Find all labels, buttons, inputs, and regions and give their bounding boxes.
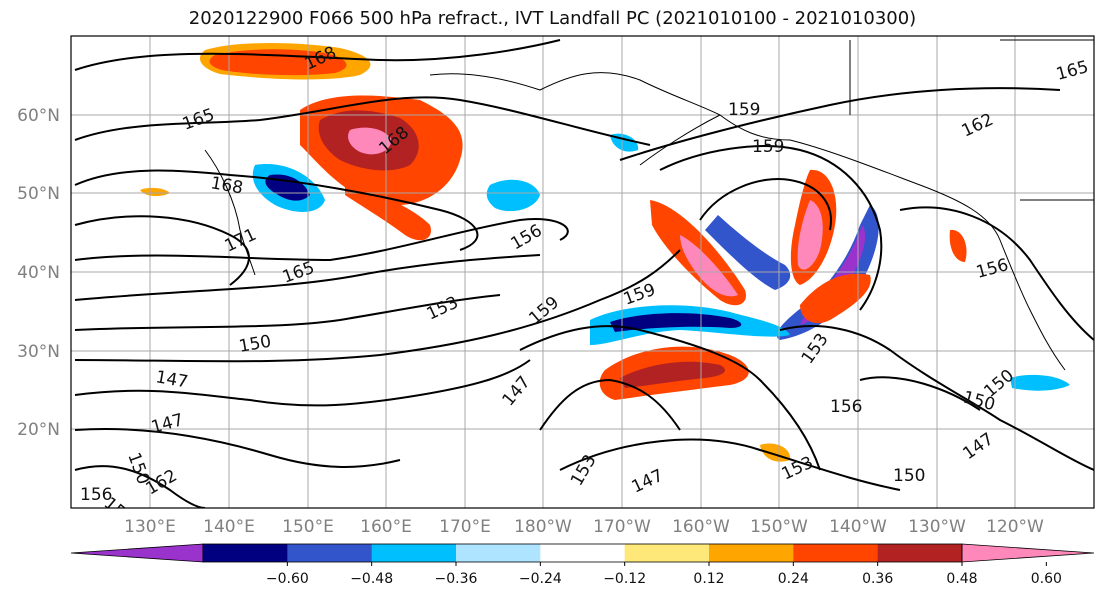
- contour-label: 159: [752, 137, 784, 157]
- lat-label-40n: 40°N: [17, 263, 60, 283]
- colorbar-tick-label: 0.24: [778, 571, 809, 587]
- lat-label-50n: 50°N: [17, 184, 60, 204]
- positive-anomaly-trade-east: [800, 273, 871, 324]
- colorbar-tick-label: 0.60: [1031, 571, 1062, 587]
- negative-anomaly-gulf-ring: [705, 215, 791, 290]
- colorbar-tick-label: 0.36: [862, 571, 893, 587]
- contour-label: 156: [508, 221, 546, 255]
- colorbar-frame: [202, 543, 963, 563]
- map-title: 2020122900 F066 500 hPa refract., IVT La…: [188, 8, 917, 29]
- peak-positive-gulf-west: [680, 235, 738, 297]
- colorbar-swatch: [877, 544, 963, 562]
- lon-label: 170°W: [593, 517, 651, 537]
- contour-label: 165: [1054, 57, 1091, 85]
- contour-label: 153: [798, 330, 833, 368]
- lon-label: 130°W: [908, 517, 966, 537]
- colorbar-swatch: [456, 544, 541, 562]
- contour-label: 165: [180, 105, 217, 135]
- lon-axis: 130°E 140°E 150°E 160°E 170°E 180°W 170°…: [124, 517, 1044, 537]
- colorbar-swatch: [540, 544, 626, 562]
- colorbar-tick-label: 0.12: [693, 571, 724, 587]
- colorbar-tick-label: −0.60: [266, 571, 309, 587]
- lat-axis: 60°N 50°N 40°N 30°N 20°N: [17, 106, 60, 440]
- contour-label: 159: [621, 280, 658, 310]
- lon-label: 140°E: [203, 517, 255, 537]
- contour-label: 159: [525, 293, 563, 329]
- strong-negative-hokkaido: [265, 174, 310, 201]
- contour-label: 171: [222, 225, 260, 257]
- coastlines: [204, 39, 1094, 371]
- positive-anomaly-okhotsk-core: [209, 49, 347, 76]
- colorbar-swatch: [371, 544, 457, 562]
- lon-label: 140°W: [829, 517, 887, 537]
- colorbar-swatch: [709, 544, 794, 562]
- shading-layer: [140, 43, 1070, 462]
- lon-label: 120°W: [986, 517, 1044, 537]
- contour-label: 150: [893, 466, 925, 486]
- contour-label: 147: [149, 410, 186, 438]
- contour-label: 153: [567, 451, 601, 489]
- contour-label: 159: [728, 100, 760, 120]
- lon-label: 160°E: [360, 517, 412, 537]
- strong-negative-subtropical-band: [610, 313, 742, 332]
- colorbar-extend-high: [961, 543, 1095, 563]
- lon-label: 150°W: [750, 517, 808, 537]
- colorbar-swatch: [203, 544, 288, 562]
- strong-positive-subtropical-south: [620, 361, 725, 388]
- graticule: [71, 36, 1094, 508]
- contour-label: 156: [974, 255, 1011, 283]
- lat-label-60n: 60°N: [17, 106, 60, 126]
- colorbar-tick-label: −0.24: [519, 571, 562, 587]
- contour-label: 147: [629, 466, 667, 498]
- contour-label: 150: [237, 332, 272, 357]
- contour-label: 162: [959, 110, 997, 142]
- positive-anomaly-california: [949, 229, 967, 262]
- colorbar-extend-low: [70, 543, 204, 563]
- lat-label-30n: 30°N: [17, 342, 60, 362]
- contour-label: 147: [154, 367, 189, 392]
- contour-label: 165: [280, 258, 317, 288]
- lon-label: 150°E: [282, 517, 334, 537]
- colorbar-tick-label: −0.48: [350, 571, 393, 587]
- positive-anomaly-east-asia: [140, 187, 170, 197]
- colorbar-tick-label: −0.36: [435, 571, 478, 587]
- lon-label: 130°E: [124, 517, 176, 537]
- contour-label-group: 168 165 159 159 162 165 168 168 165 171 …: [80, 43, 1091, 508]
- colorbar-swatch: [287, 544, 373, 562]
- peak-positive-kamchatka: [348, 127, 392, 155]
- contour-label: 168: [209, 173, 244, 198]
- colorbar: −0.60 −0.48 −0.36 −0.24 −0.12 0.12 0.24 0.36 0.4…: [70, 543, 1095, 587]
- colorbar-swatch: [793, 544, 879, 562]
- lon-label: 180°W: [514, 517, 572, 537]
- plot-frame: [70, 35, 1095, 509]
- contour-label: 156: [80, 485, 112, 505]
- lat-label-20n: 20°N: [17, 420, 60, 440]
- lon-label: 160°W: [672, 517, 730, 537]
- colorbar-tick-label: 0.48: [946, 571, 977, 587]
- contour-label: 147: [959, 429, 997, 464]
- colorbar-swatch: [624, 544, 710, 562]
- contour-label: 147: [499, 372, 535, 410]
- peak-positive-gulf-east: [797, 200, 823, 270]
- lon-label: 170°E: [439, 517, 491, 537]
- contour-label: 153: [424, 293, 462, 325]
- colorbar-tick-label: −0.12: [603, 571, 646, 587]
- negative-anomaly-bering: [486, 179, 540, 212]
- height-contours: [74, 39, 1094, 508]
- positive-anomaly-sakhalin: [345, 185, 431, 241]
- contour-label: 156: [830, 397, 862, 417]
- negative-anomaly-baja: [1010, 374, 1070, 391]
